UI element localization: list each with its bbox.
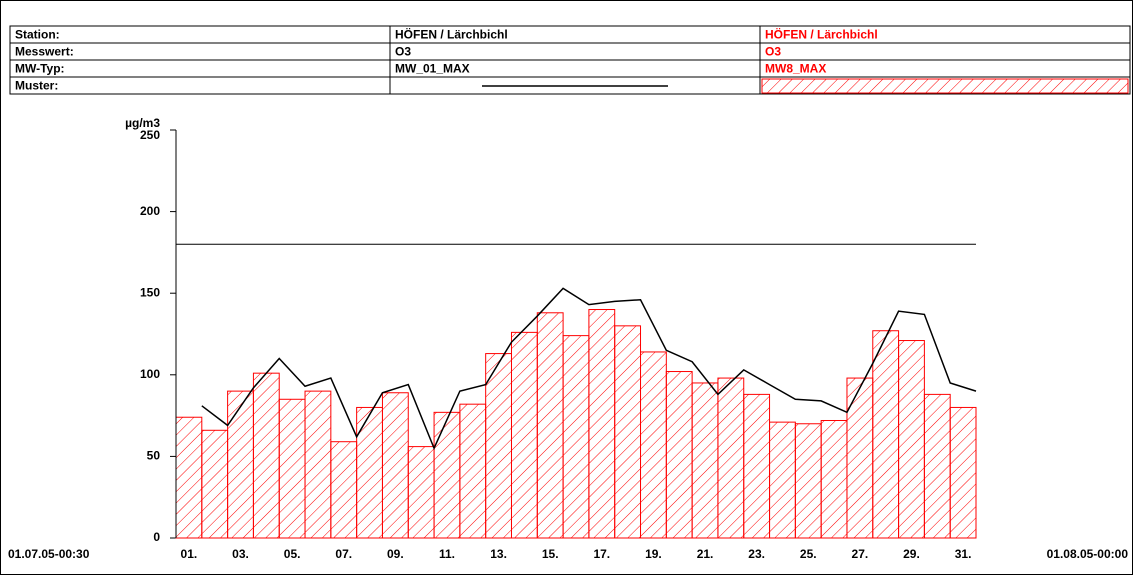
bar	[201, 429, 229, 539]
y-tick-label: 0	[153, 530, 160, 544]
bar	[304, 390, 332, 539]
y-tick-label: 200	[140, 204, 160, 218]
x-tick-label: 15.	[542, 547, 559, 561]
x-tick-label: 19.	[645, 547, 662, 561]
table-text: HÖFEN / Lärchbichl	[765, 27, 878, 42]
y-tick-label: 50	[147, 449, 161, 463]
bar	[278, 398, 306, 539]
bar	[665, 371, 693, 539]
bar	[794, 423, 822, 539]
bar	[536, 312, 564, 539]
bar	[691, 382, 719, 539]
table-text: MW8_MAX	[765, 62, 826, 76]
bar	[743, 393, 771, 539]
x-tick-label: 21.	[697, 547, 714, 561]
x-tick-label: 27.	[852, 547, 869, 561]
line-series	[201, 287, 977, 451]
table-text: Messwert:	[15, 45, 74, 59]
y-tick-label: 100	[140, 367, 160, 381]
table-text: MW-Typ:	[15, 62, 65, 76]
x-tick-label: 29.	[903, 547, 920, 561]
table-cell	[389, 42, 761, 61]
pattern-hatch-sample	[761, 78, 1129, 94]
plot: µg/m3 0 50 100 150 200 250 01. 03. 05. 07. 09. 11. 13…	[8, 116, 1128, 561]
bar	[510, 331, 538, 539]
bar	[717, 377, 745, 539]
x-end-label: 01.08.05-00:00	[1047, 547, 1129, 561]
bar	[330, 441, 358, 539]
bar	[381, 392, 409, 539]
x-tick-label: 25.	[800, 547, 817, 561]
bar	[846, 377, 874, 539]
x-tick-label: 17.	[593, 547, 610, 561]
bar	[820, 419, 848, 539]
x-tick-label: 11.	[439, 547, 455, 561]
bar	[949, 406, 977, 539]
table-text: HÖFEN / Lärchbichl	[395, 27, 508, 42]
bar	[898, 340, 925, 539]
bar	[485, 353, 512, 539]
bar	[175, 416, 203, 539]
bar	[588, 309, 616, 539]
x-tick-label: 03.	[232, 547, 249, 561]
x-tick-label: 23.	[748, 547, 765, 561]
bar	[769, 421, 796, 539]
table-text: Muster:	[15, 79, 58, 93]
x-tick-label: 13.	[490, 547, 507, 561]
y-tick-label: 150	[140, 285, 160, 299]
y-axis-unit: µg/m3	[125, 116, 160, 130]
table-cell	[759, 42, 1131, 61]
table-cell	[9, 59, 391, 78]
x-start-label: 01.07.05-00:30	[8, 547, 90, 561]
x-tick-label: 31.	[955, 547, 972, 561]
bar	[872, 330, 900, 539]
bar	[562, 335, 590, 539]
table-text: O3	[395, 45, 411, 59]
x-tick-label: 09.	[387, 547, 404, 561]
x-tick-label: 05.	[284, 547, 301, 561]
bar	[640, 351, 667, 539]
bar	[433, 411, 461, 539]
x-tick-label: 07.	[335, 547, 352, 561]
y-tick-label: 250	[140, 128, 160, 142]
bar	[459, 403, 487, 539]
table-text: Station:	[15, 28, 60, 42]
bar	[227, 390, 254, 539]
bar	[252, 372, 280, 539]
table-cell	[759, 76, 1131, 95]
table-cell	[9, 25, 391, 44]
bar	[614, 325, 642, 539]
table-text: O3	[765, 45, 781, 59]
table-cell	[9, 76, 391, 95]
bar	[923, 393, 951, 539]
legend-table: Station: HÖFEN / Lärchbichl HÖFEN / Lärchb…	[9, 25, 1131, 95]
table-text: MW_01_MAX	[395, 62, 470, 76]
bar	[356, 406, 383, 539]
bar	[407, 446, 435, 539]
x-tick-label: 01.	[181, 547, 198, 561]
